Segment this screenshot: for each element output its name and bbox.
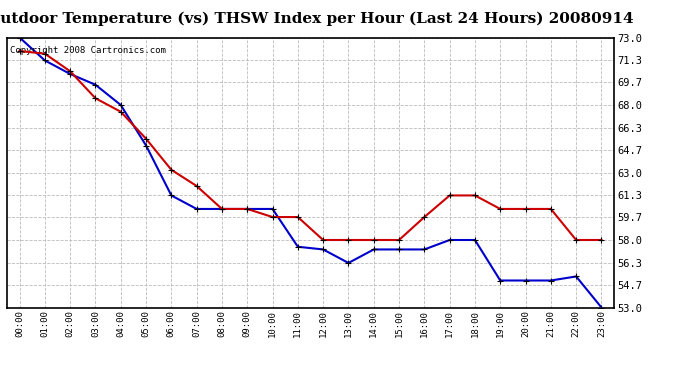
Text: Copyright 2008 Cartronics.com: Copyright 2008 Cartronics.com: [10, 46, 166, 55]
Text: Outdoor Temperature (vs) THSW Index per Hour (Last 24 Hours) 20080914: Outdoor Temperature (vs) THSW Index per …: [0, 11, 634, 26]
